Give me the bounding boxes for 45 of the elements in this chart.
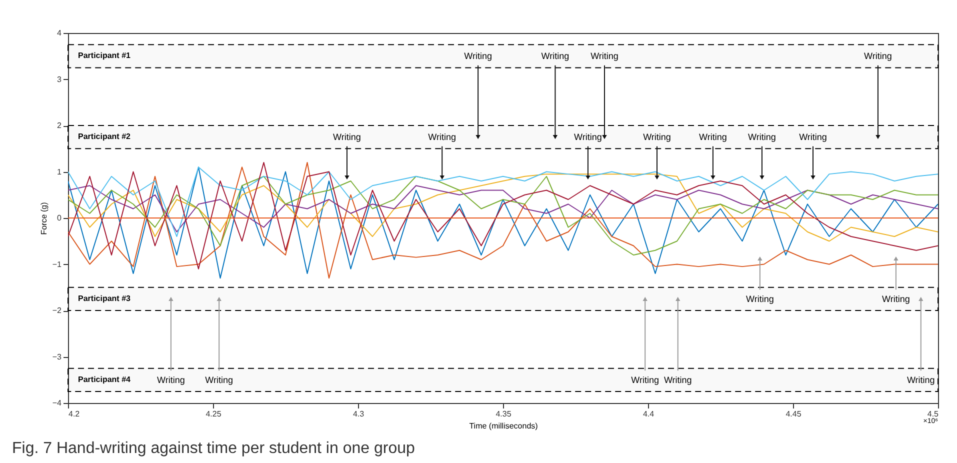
y-tick-label: −1 xyxy=(52,260,62,269)
annotation: Writing xyxy=(643,132,671,142)
annotation: Writing xyxy=(464,51,492,62)
annotation: Writing xyxy=(157,374,185,385)
x-tick-label: 4.3 xyxy=(352,410,365,418)
annotation: Writing xyxy=(428,132,456,142)
annotation: Writing xyxy=(864,51,892,62)
annotation: Writing xyxy=(333,132,361,142)
y-tick-label: 4 xyxy=(57,28,62,38)
y-tick-label: −3 xyxy=(52,352,62,362)
band-label: Participant #4 xyxy=(78,374,132,384)
line-series xyxy=(68,174,938,242)
caption: Fig. 7 Hand-writing against time per student in one group xyxy=(12,440,415,458)
annotation: Writing xyxy=(906,374,935,385)
annotation: Writing xyxy=(541,51,570,62)
annotation: Writing xyxy=(664,374,692,385)
annotation: Writing xyxy=(699,132,727,142)
y-tick-label: 3 xyxy=(57,74,62,84)
x-tick-label: 4.35 xyxy=(496,410,512,418)
band-label: Participant #2 xyxy=(78,132,132,142)
x-axis-title: Time (milliseconds) xyxy=(469,422,538,430)
x-tick-label: 4.25 xyxy=(206,410,222,418)
y-tick-label: −2 xyxy=(52,306,62,315)
line-series xyxy=(68,176,938,256)
annotation: Writing xyxy=(746,294,774,304)
y-tick-label: 0 xyxy=(57,214,62,222)
line-series xyxy=(68,166,938,237)
y-axis-title: Force (g) xyxy=(39,202,48,235)
x-tick-label: 4.2 xyxy=(68,410,80,418)
y-tick-label: −4 xyxy=(52,398,62,408)
x-tick-label: 4.5 xyxy=(927,410,940,418)
annotation: Writing xyxy=(631,374,660,385)
band-label: Participant #3 xyxy=(78,294,132,303)
annotation: Writing xyxy=(882,294,910,304)
x-tick-label: 4.4 xyxy=(642,410,655,418)
annotation: Writing xyxy=(205,374,234,385)
annotation: Writing xyxy=(590,51,618,62)
x-tick-label: 4.45 xyxy=(786,410,802,418)
line-series xyxy=(68,185,938,232)
annotation: Writing xyxy=(574,132,602,142)
y-tick-label: 2 xyxy=(57,121,62,130)
y-tick-label: 1 xyxy=(57,167,62,176)
band-label: Participant #1 xyxy=(78,51,132,60)
annotation: Writing xyxy=(748,132,776,142)
annotation: Writing xyxy=(799,132,827,142)
